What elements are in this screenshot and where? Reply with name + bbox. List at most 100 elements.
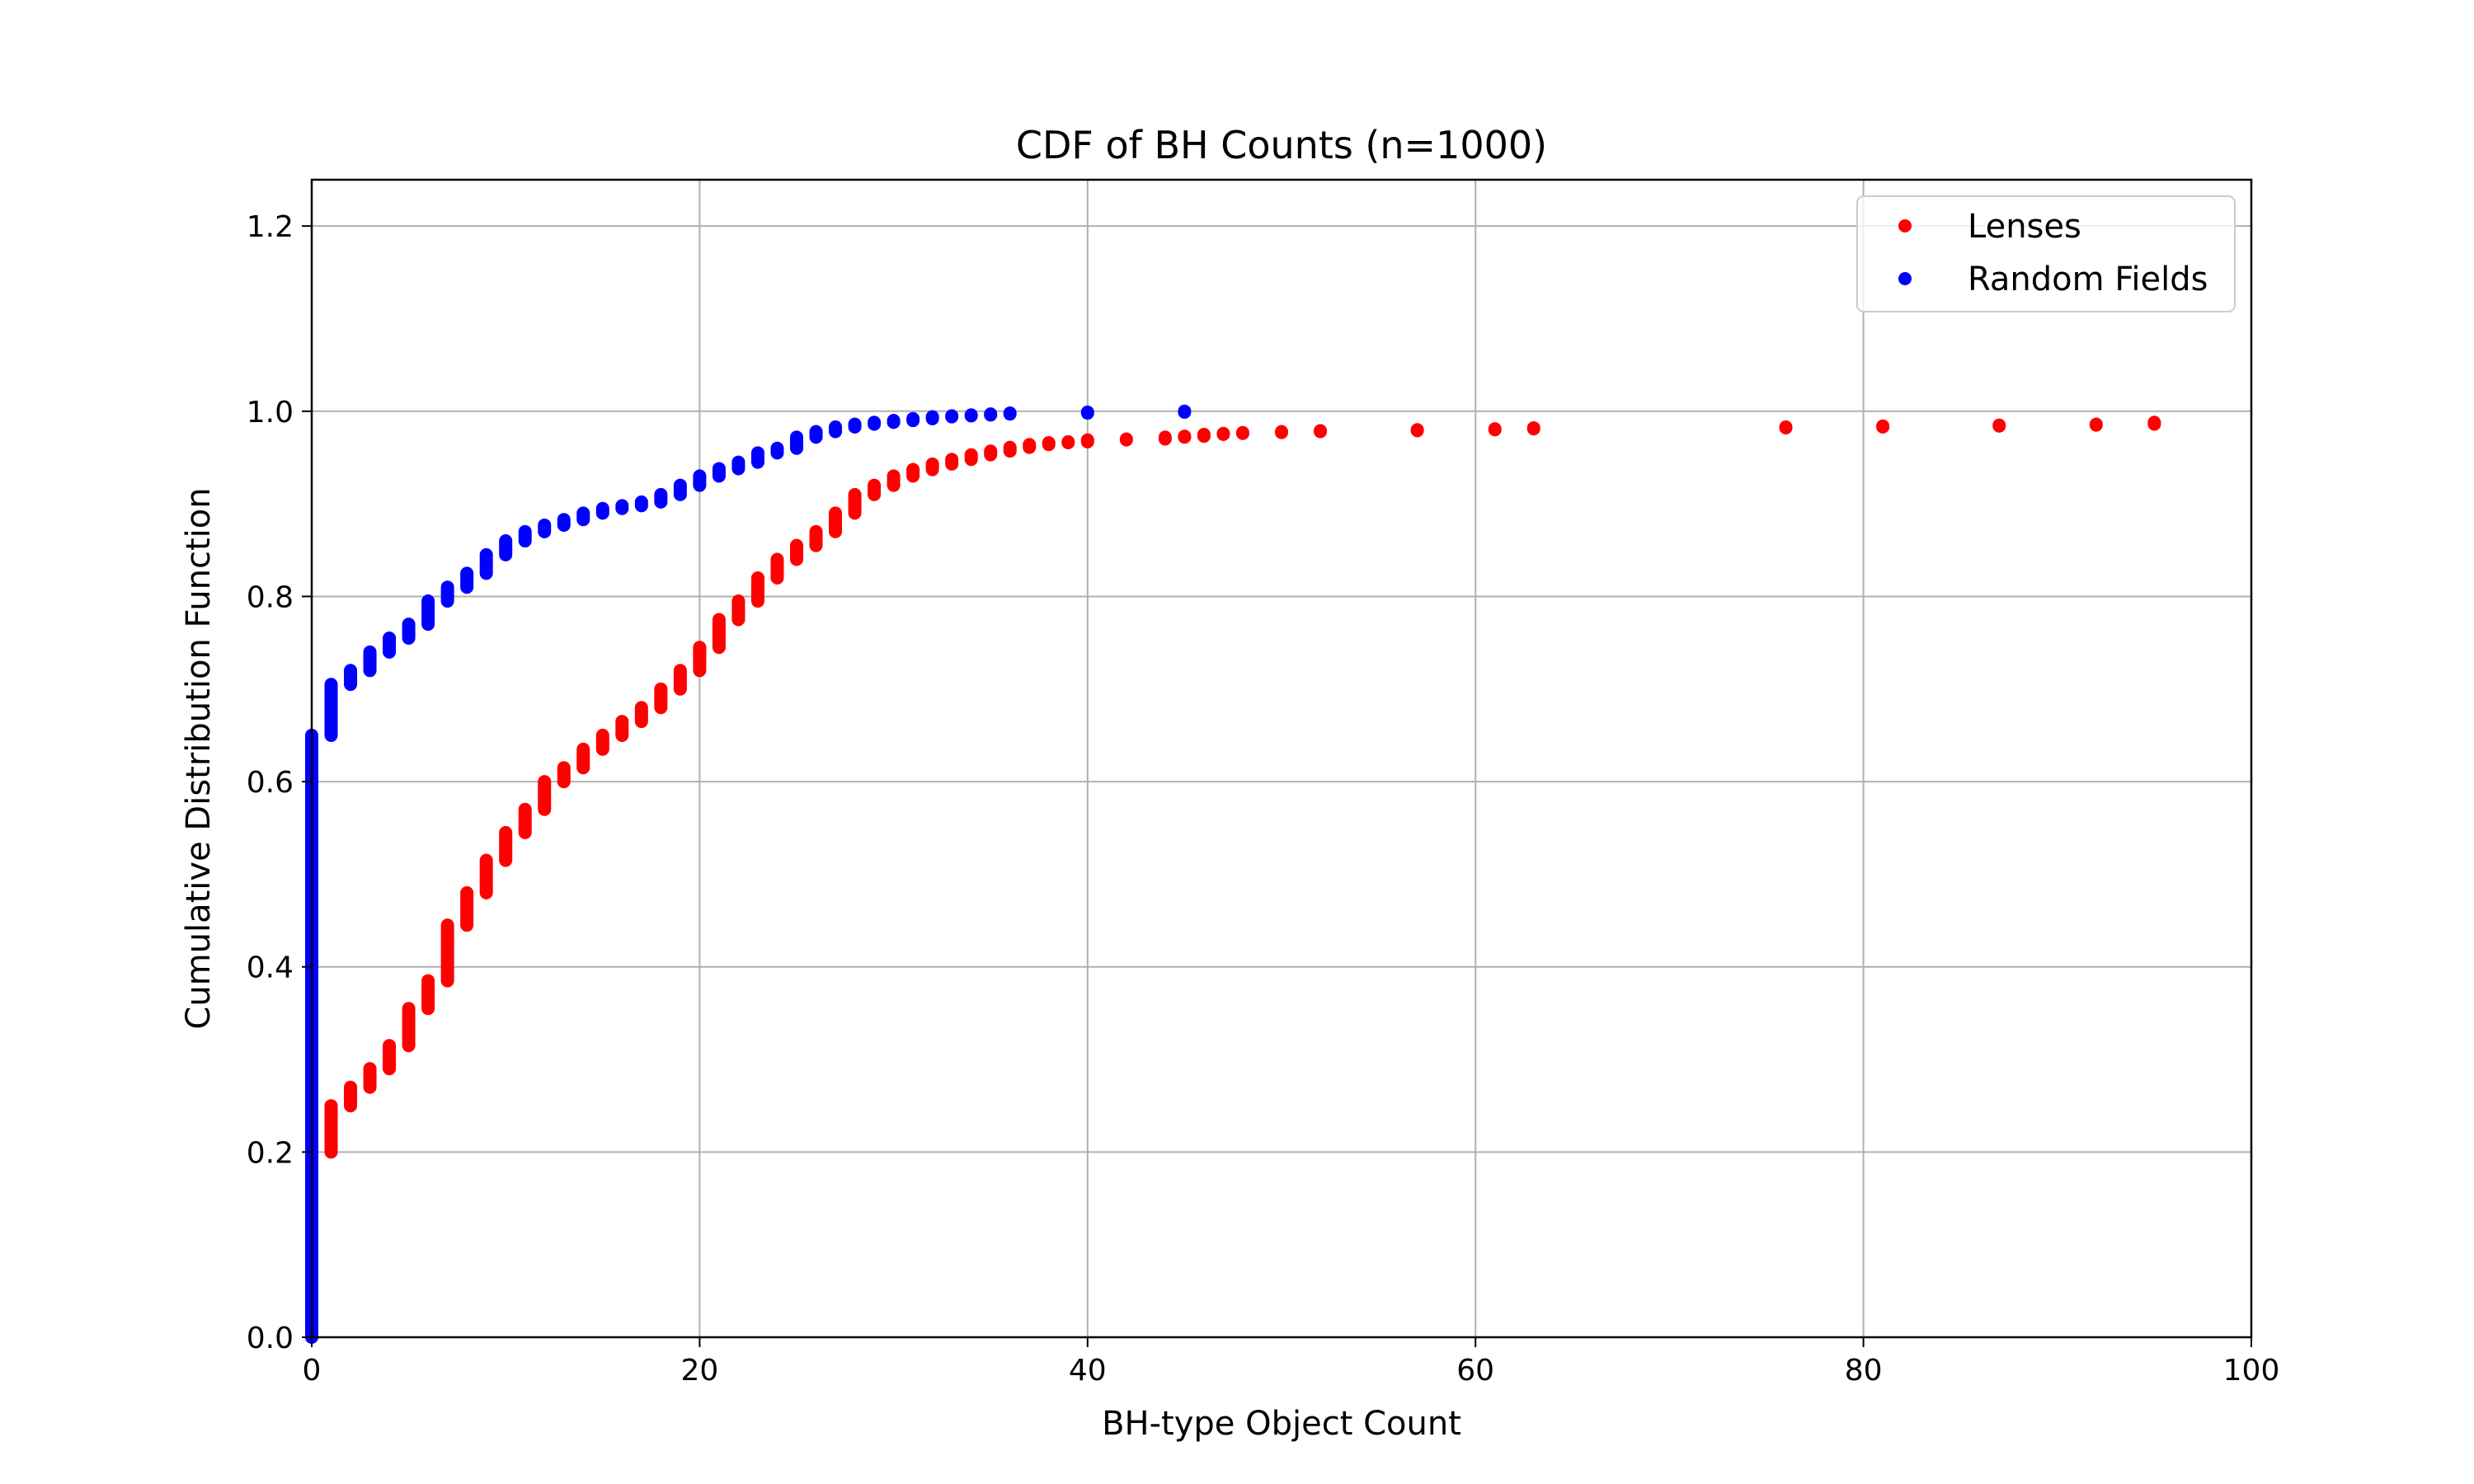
data-point (770, 441, 784, 460)
x-tick-label: 20 (680, 1354, 718, 1388)
data-point (848, 417, 862, 434)
data-point (712, 462, 726, 483)
legend-marker-lenses (1898, 219, 1912, 232)
data-point (848, 487, 862, 520)
data-point (460, 885, 474, 932)
series-lenses (324, 416, 2161, 1159)
data-point (538, 775, 552, 816)
data-point (887, 469, 901, 492)
data-point (557, 761, 571, 789)
data-point (1876, 419, 1890, 434)
data-point (615, 715, 629, 742)
legend-marker-random-fields (1898, 272, 1912, 285)
legend-label-random-fields: Random Fields (1968, 261, 2208, 298)
data-point (1003, 440, 1017, 458)
data-point (518, 802, 532, 839)
x-axis-label: BH-type Object Count (1102, 1405, 1461, 1443)
data-point (499, 534, 513, 561)
data-point (344, 664, 358, 692)
data-point (887, 414, 901, 430)
data-point (906, 411, 920, 428)
data-point (634, 701, 648, 729)
legend-box (1856, 195, 2236, 312)
data-point (654, 487, 668, 509)
axis-ticks: 0 20 40 60 80 100 0.0 0.2 0.4 0.6 0.8 1.0 1.2 (247, 210, 2280, 1388)
plot-frame (310, 178, 2253, 1339)
data-point (1526, 421, 1540, 436)
data-point (964, 448, 978, 467)
x-tick-label: 0 (303, 1354, 322, 1388)
data-point (518, 524, 532, 548)
data-point (945, 409, 959, 424)
data-point (576, 506, 590, 527)
data-point (421, 974, 435, 1016)
data-point (1119, 432, 1133, 447)
data-point (964, 408, 978, 423)
data-point (1158, 430, 1172, 446)
data-point (712, 613, 726, 655)
data-point (750, 446, 764, 469)
data-point (557, 513, 571, 532)
data-point (693, 641, 707, 678)
data-point (1314, 424, 1328, 439)
data-point (595, 728, 609, 756)
data-point (984, 407, 998, 422)
x-tick-label: 40 (1069, 1354, 1107, 1388)
data-point (421, 594, 435, 632)
data-point (1178, 430, 1192, 444)
data-point (1178, 404, 1192, 419)
data-point (809, 425, 823, 444)
data-point (1992, 418, 2006, 433)
data-point (499, 825, 513, 867)
data-point (479, 547, 493, 580)
y-tick-label: 0.8 (247, 580, 294, 614)
data-point (1042, 435, 1056, 452)
data-point (324, 678, 338, 742)
data-point (809, 524, 823, 552)
data-point (1779, 420, 1793, 435)
data-point (615, 499, 629, 515)
data-point (1216, 426, 1230, 441)
data-point (906, 463, 920, 483)
data-point (693, 469, 707, 492)
data-point (673, 478, 687, 501)
legend: Lenses Random Fields (1856, 195, 2236, 312)
data-point (1080, 433, 1094, 448)
data-point (2089, 417, 2103, 432)
data-point (770, 552, 784, 585)
data-point (576, 742, 590, 775)
x-tick-label: 80 (1845, 1354, 1883, 1388)
data-point (402, 1002, 416, 1053)
x-tick-label: 60 (1456, 1354, 1494, 1388)
data-point (1061, 434, 1075, 449)
data-point (945, 453, 959, 471)
data-point (790, 430, 803, 455)
data-point (1275, 425, 1288, 439)
y-axis-label: Cumulative Distribution Function (180, 487, 218, 1029)
data-point (829, 420, 843, 439)
chart-title: CDF of BH Counts (n=1000) (1016, 123, 1547, 167)
data-point (731, 455, 745, 476)
y-tick-label: 0.2 (247, 1136, 294, 1170)
data-point (363, 645, 377, 678)
data-point (673, 664, 687, 696)
data-point (363, 1062, 377, 1094)
data-point (460, 566, 474, 594)
data-point (440, 918, 454, 988)
data-point (925, 410, 939, 425)
data-point (868, 416, 882, 431)
data-point (383, 631, 397, 659)
plot-area (312, 180, 2251, 1337)
data-point (790, 538, 803, 566)
y-tick-label: 0.6 (247, 766, 294, 800)
legend-label-lenses: Lenses (1968, 208, 2081, 246)
y-tick-label: 1.0 (247, 396, 294, 430)
data-point (829, 506, 843, 538)
data-point (984, 444, 998, 462)
y-tick-label: 1.2 (247, 210, 294, 244)
data-point (440, 580, 454, 608)
data-point (1488, 422, 1502, 437)
y-tick-label: 0.0 (247, 1322, 294, 1355)
data-point (1023, 438, 1037, 454)
